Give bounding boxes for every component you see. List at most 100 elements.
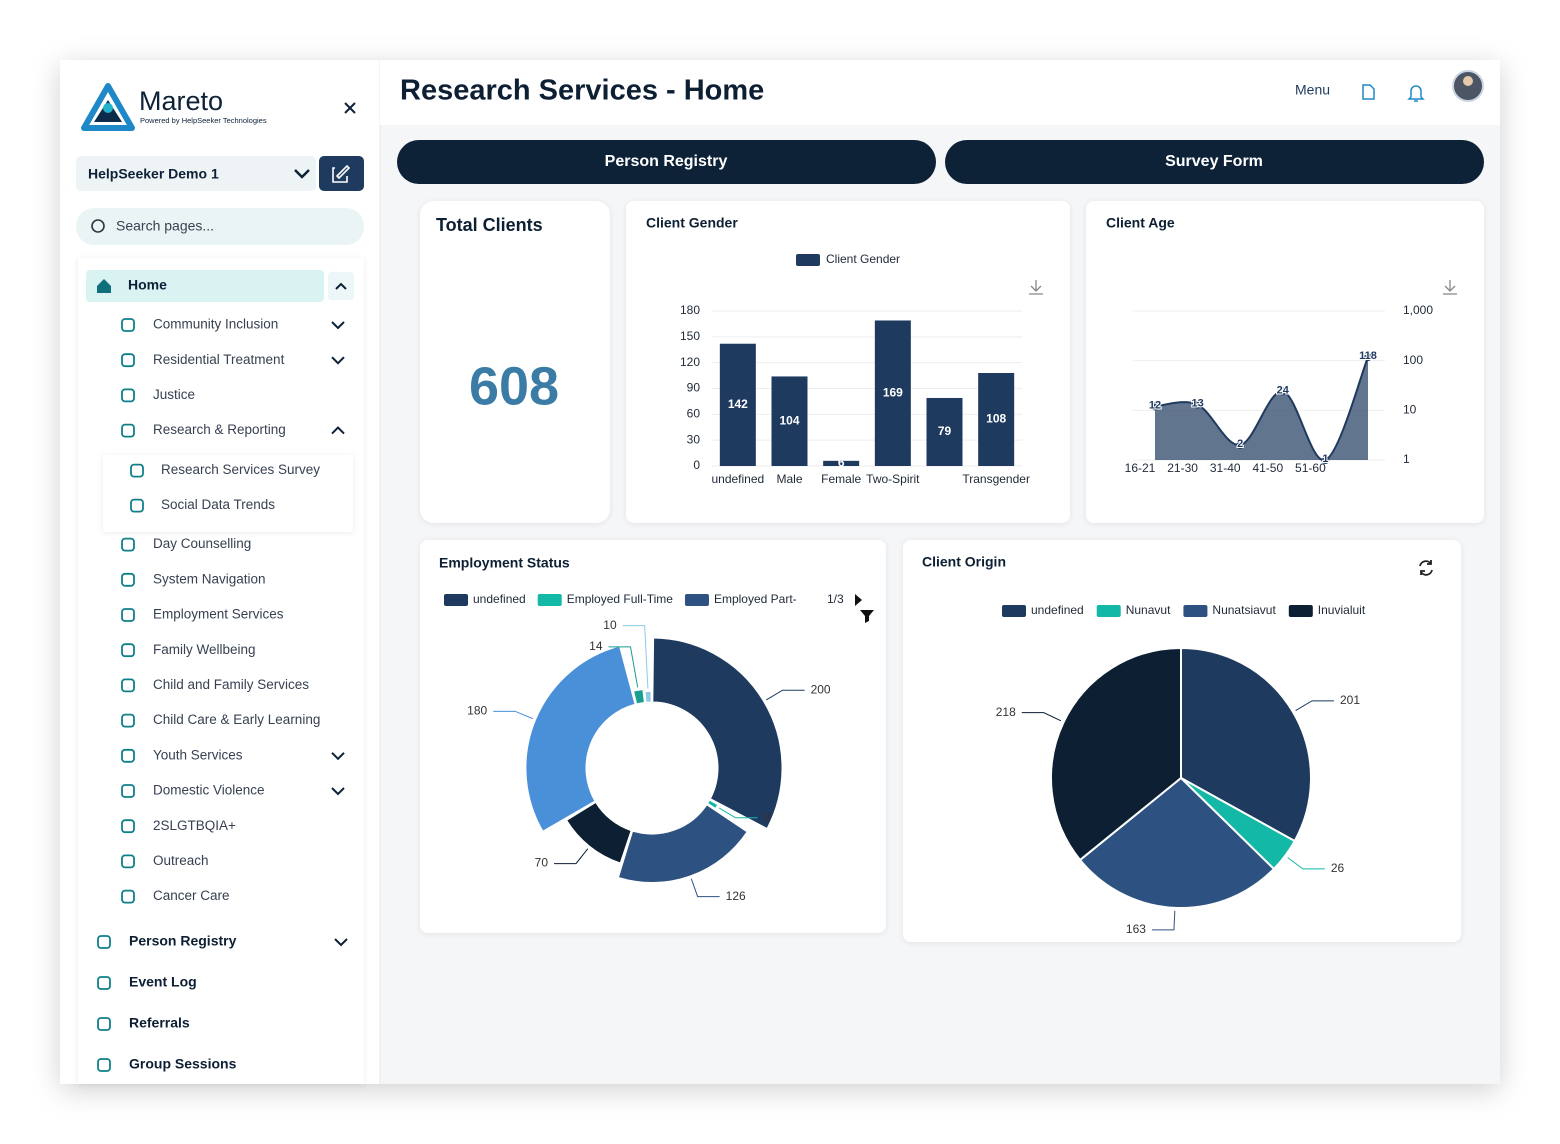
data-label: 180	[467, 704, 487, 718]
action-button[interactable]	[397, 140, 936, 184]
x-tick-label: Transgender	[962, 472, 1030, 486]
org-name: HelpSeeker Demo 1	[88, 166, 219, 182]
y-tick-label: 150	[680, 329, 700, 343]
data-label: 12	[1149, 399, 1161, 411]
nav-item[interactable]: Family Wellbeing	[153, 642, 256, 657]
legend-swatch	[1183, 605, 1208, 617]
legend-label[interactable]: Employed Full-Time	[567, 592, 674, 606]
home-row[interactable]	[86, 270, 324, 302]
slice	[1050, 646, 1182, 862]
nav-item[interactable]: Domestic Violence	[153, 783, 265, 798]
brand: Mareto	[139, 86, 223, 116]
point	[1193, 400, 1202, 409]
slice	[617, 804, 748, 884]
topbar	[380, 60, 1500, 125]
nav-icon	[97, 935, 111, 949]
data-label: 70	[535, 856, 549, 870]
leader-line	[765, 689, 805, 701]
nav-item[interactable]: Residential Treatment	[153, 352, 285, 367]
nav-icon	[121, 643, 135, 658]
legend-swatch	[537, 594, 562, 606]
legend-label[interactable]: Employed Part-	[714, 592, 797, 606]
refresh-icon[interactable]	[1419, 560, 1433, 576]
chevron[interactable]	[331, 426, 345, 435]
nav-item[interactable]: Community Inclusion	[153, 317, 278, 332]
nav-main-item[interactable]: Referrals	[129, 1015, 190, 1031]
point	[1236, 441, 1245, 450]
bar	[926, 397, 963, 466]
org-select[interactable]	[76, 156, 316, 191]
nav-main-item[interactable]: Person Registry	[129, 933, 237, 949]
nav-item[interactable]: Outreach	[153, 853, 209, 868]
nav-item[interactable]: Cancer Care	[153, 888, 230, 903]
download-icon[interactable]	[1029, 280, 1043, 295]
leader-line	[554, 848, 589, 865]
search-box[interactable]	[76, 208, 364, 245]
nav-item[interactable]: Justice	[153, 387, 195, 402]
data-label: 2	[1237, 438, 1243, 450]
x-tick-label: Two-Spirit	[866, 472, 920, 486]
filter-icon[interactable]	[860, 610, 874, 623]
action-button[interactable]	[945, 140, 1484, 184]
nav-item[interactable]: System Navigation	[153, 571, 266, 586]
chevron[interactable]	[331, 356, 345, 365]
nav-icon	[121, 608, 135, 622]
legend-swatch	[796, 254, 820, 266]
collapse-button[interactable]	[328, 272, 354, 300]
area	[1155, 357, 1368, 461]
x-tick-label: Male	[776, 472, 802, 486]
nav-item[interactable]: Child and Family Services	[153, 677, 309, 692]
search-icon	[91, 219, 105, 233]
chart-title: Client Age	[1106, 215, 1175, 231]
nav-icon	[121, 353, 135, 368]
edit-button[interactable]	[319, 156, 364, 191]
data-label: 108	[986, 412, 1006, 426]
nav-icon	[97, 976, 111, 990]
chevron[interactable]	[334, 938, 348, 947]
nav-item[interactable]: 2SLGTBQIA+	[153, 818, 236, 833]
chart-title: Client Origin	[922, 554, 1006, 570]
legend-next[interactable]	[855, 594, 862, 606]
point	[1321, 456, 1330, 464]
data-label: 126	[726, 889, 746, 903]
nav-subitem[interactable]: Research Services Survey	[161, 462, 320, 477]
leader-line	[718, 807, 758, 819]
nav-icon	[97, 1017, 111, 1031]
x-tick-label: Female	[821, 472, 861, 486]
nav-subitem[interactable]: Social Data Trends	[161, 497, 275, 512]
document-icon[interactable]	[1362, 84, 1375, 100]
total-value: 608	[469, 356, 559, 416]
nav-icon	[130, 463, 144, 478]
nav-item[interactable]: Youth Services	[153, 747, 243, 762]
slice	[707, 799, 719, 810]
legend-label[interactable]: undefined	[473, 592, 526, 606]
chevron[interactable]	[331, 752, 345, 761]
legend-label[interactable]: Inuvialuit	[1318, 603, 1366, 617]
y-tick-label: 1	[1403, 452, 1410, 466]
legend-label[interactable]: undefined	[1031, 603, 1084, 617]
close-button[interactable]	[344, 102, 356, 114]
nav-main-item[interactable]: Event Log	[129, 974, 197, 990]
nav-item[interactable]: Day Counselling	[153, 536, 251, 551]
nav-main-item[interactable]: Group Sessions	[129, 1056, 237, 1072]
nav-item[interactable]: Child Care & Early Learning	[153, 712, 320, 727]
legend-label[interactable]: Nunavut	[1126, 603, 1171, 617]
chevron[interactable]	[331, 321, 345, 330]
bell-icon[interactable]	[1407, 85, 1425, 102]
legend-label[interactable]: Nunatsiavut	[1212, 603, 1276, 617]
point	[1364, 353, 1372, 362]
search-placeholder: Search pages...	[116, 218, 214, 234]
nav-icon	[121, 572, 135, 587]
menu-button[interactable]: Menu	[1295, 82, 1330, 98]
download-icon[interactable]	[1443, 280, 1457, 295]
y-tick-label: 0	[693, 458, 700, 472]
nav-item[interactable]: Research & Reporting	[153, 422, 286, 437]
point	[1151, 402, 1159, 411]
chevron[interactable]	[331, 787, 345, 796]
slice	[1078, 776, 1276, 909]
leader-line	[1295, 700, 1334, 711]
leader-line	[622, 625, 649, 689]
data-label: 163	[1126, 922, 1146, 936]
nav-icon	[121, 537, 135, 552]
nav-item[interactable]: Employment Services	[153, 607, 284, 622]
